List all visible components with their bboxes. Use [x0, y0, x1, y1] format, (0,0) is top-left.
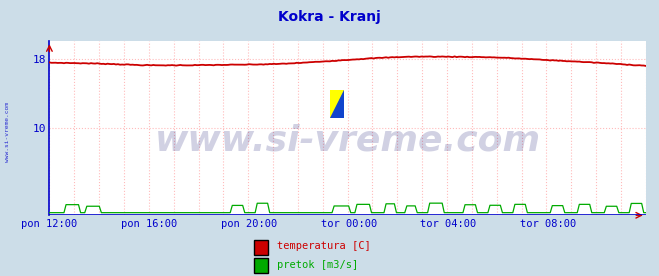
- Text: www.si-vreme.com: www.si-vreme.com: [155, 124, 540, 158]
- Text: www.si-vreme.com: www.si-vreme.com: [5, 102, 11, 163]
- Text: temperatura [C]: temperatura [C]: [277, 241, 370, 251]
- Text: pretok [m3/s]: pretok [m3/s]: [277, 260, 358, 270]
- Polygon shape: [330, 90, 344, 118]
- Polygon shape: [330, 90, 344, 118]
- Text: Kokra - Kranj: Kokra - Kranj: [278, 10, 381, 24]
